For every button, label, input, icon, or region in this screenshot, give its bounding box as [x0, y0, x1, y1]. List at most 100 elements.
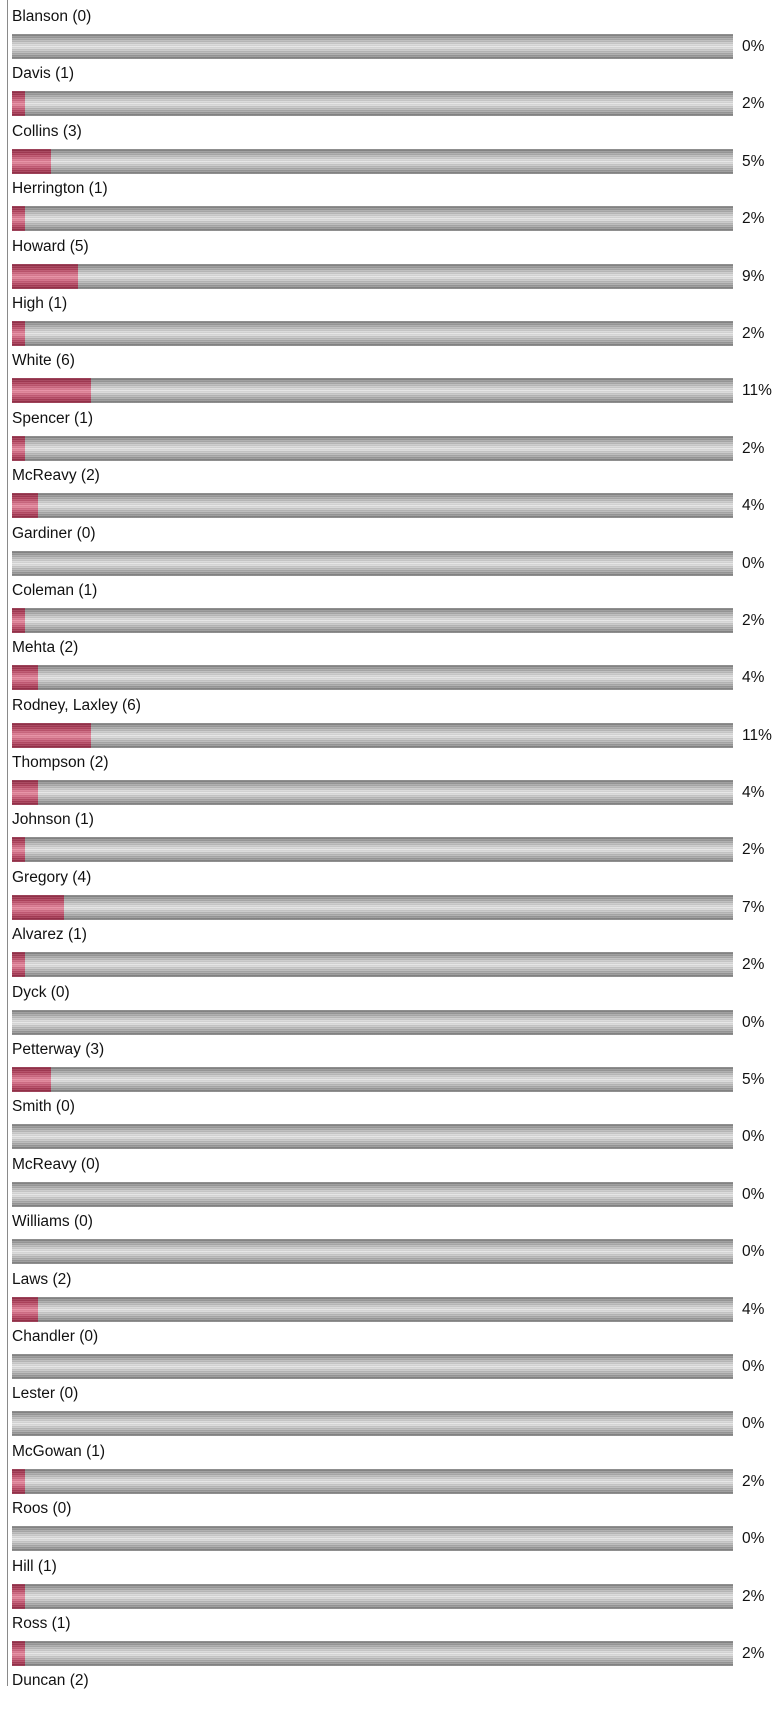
vote-percentage: 0% [742, 1415, 765, 1433]
vote-bar-fill [12, 780, 39, 806]
poll-result-row: Williams (0) 0% [0, 1205, 781, 1265]
vote-percentage: 2% [742, 1644, 765, 1662]
candidate-label: Dyck (0) [12, 983, 70, 1001]
candidate-label: Collins (3) [12, 122, 82, 140]
poll-result-row: Smith (0) 0% [0, 1090, 781, 1150]
vote-percentage: 9% [742, 267, 765, 285]
candidate-label: McReavy (2) [12, 467, 100, 485]
poll-result-row: Herrington (1) 2% [0, 172, 781, 232]
candidate-label: Howard (5) [12, 237, 89, 255]
poll-result-row: McReavy (2) 4% [0, 459, 781, 519]
vote-percentage: 5% [742, 1071, 765, 1089]
candidate-label: Thompson (2) [12, 754, 109, 772]
vote-percentage: 2% [742, 1587, 765, 1605]
poll-result-row: Chandler (0) 0% [0, 1320, 781, 1379]
vote-bar [12, 378, 733, 404]
candidate-label: Johnson (1) [12, 811, 94, 829]
candidate-label: Mehta (2) [12, 639, 79, 657]
poll-result-row: Hill (1) 2% [0, 1550, 781, 1609]
vote-bar-fill [12, 1296, 39, 1322]
poll-result-row: Gardiner (0) 0% [0, 517, 781, 576]
candidate-label: Herrington (1) [12, 180, 108, 198]
poll-result-row: Roos (0) 0% [0, 1492, 781, 1552]
candidate-label: McReavy (0) [12, 1155, 100, 1173]
vote-percentage: 0% [742, 1128, 765, 1146]
vote-percentage: 0% [742, 1243, 765, 1261]
poll-result-row: Coleman (1) 2% [0, 574, 781, 633]
vote-bar [12, 837, 733, 863]
vote-percentage: 2% [742, 324, 765, 342]
left-frame-border [7, 0, 8, 1686]
poll-result-row: Ross (1) 2% [0, 1607, 781, 1666]
vote-percentage: 2% [742, 1472, 765, 1490]
vote-bar-fill [12, 1640, 26, 1666]
vote-percentage: 4% [742, 1300, 765, 1318]
vote-bar [12, 206, 733, 232]
vote-bar [12, 952, 733, 978]
vote-percentage: 0% [742, 38, 765, 55]
vote-bar [12, 493, 733, 519]
vote-bar [12, 1181, 733, 1207]
vote-percentage: 2% [742, 210, 765, 228]
poll-result-row: Dyck (0) 0% [0, 976, 781, 1035]
poll-result-row: McGowan (1) 2% [0, 1435, 781, 1494]
vote-percentage: 4% [742, 669, 765, 687]
candidate-label: Spencer (1) [12, 409, 93, 427]
candidate-label: Williams (0) [12, 1213, 93, 1231]
vote-percentage: 7% [742, 898, 765, 916]
poll-result-row: Spencer (1) 2% [0, 402, 781, 461]
poll-result-row: Mehta (2) 4% [0, 631, 781, 691]
poll-result-row: Lester (0) 0% [0, 1377, 781, 1437]
vote-bar [12, 780, 733, 806]
vote-bar-fill [12, 607, 26, 633]
vote-bar [12, 435, 733, 461]
candidate-label: Rodney, Laxley (6) [12, 696, 141, 714]
vote-bar-fill [12, 206, 26, 232]
vote-bar [12, 1353, 733, 1379]
vote-percentage: 0% [742, 1530, 765, 1548]
vote-bar [12, 1296, 733, 1322]
vote-percentage: 2% [742, 956, 765, 974]
candidate-label: Petterway (3) [12, 1041, 105, 1059]
vote-bar [12, 722, 733, 748]
candidate-label: Ross (1) [12, 1614, 71, 1632]
vote-bar-fill [12, 1583, 26, 1609]
vote-bar [12, 1239, 733, 1265]
vote-bar [12, 1526, 733, 1552]
vote-bar [12, 1067, 733, 1093]
vote-bar [12, 1124, 733, 1150]
vote-bar-fill [12, 722, 91, 748]
vote-bar-fill [12, 91, 26, 117]
vote-percentage: 11% [742, 382, 772, 400]
candidate-label: Laws (2) [12, 1270, 72, 1288]
vote-bar-fill [12, 435, 26, 461]
vote-bar [12, 1640, 733, 1666]
vote-bar-fill [12, 378, 91, 404]
poll-result-row: Collins (3) 5% [0, 115, 781, 174]
vote-percentage: 2% [742, 841, 765, 859]
poll-result-row: White (6) 11% [0, 344, 781, 404]
candidate-label: Gregory (4) [12, 868, 92, 886]
vote-bar [12, 550, 733, 576]
vote-bar-fill [12, 320, 26, 346]
candidate-label: Hill (1) [12, 1557, 57, 1575]
poll-result-row: Howard (5) 9% [0, 230, 781, 289]
candidate-label: High (1) [12, 294, 68, 312]
poll-result-row: Laws (2) 4% [0, 1263, 781, 1322]
candidate-label: Gardiner (0) [12, 524, 96, 542]
vote-bar-fill [12, 1468, 26, 1494]
vote-percentage: 4% [742, 497, 765, 515]
poll-result-row: Gregory (4) 7% [0, 861, 781, 920]
vote-percentage: 0% [742, 1013, 765, 1031]
vote-percentage: 0% [742, 554, 765, 572]
candidate-label: Smith (0) [12, 1098, 75, 1116]
vote-bar [12, 894, 733, 920]
vote-bar-fill [12, 665, 39, 691]
poll-result-row: Blanson (0) 0% [0, 0, 781, 59]
poll-result-row: Duncan (2) [0, 1664, 781, 1721]
vote-bar [12, 91, 733, 117]
vote-percentage: 0% [742, 1357, 765, 1375]
vote-bar-fill [12, 837, 26, 863]
vote-percentage: 0% [742, 1185, 765, 1203]
